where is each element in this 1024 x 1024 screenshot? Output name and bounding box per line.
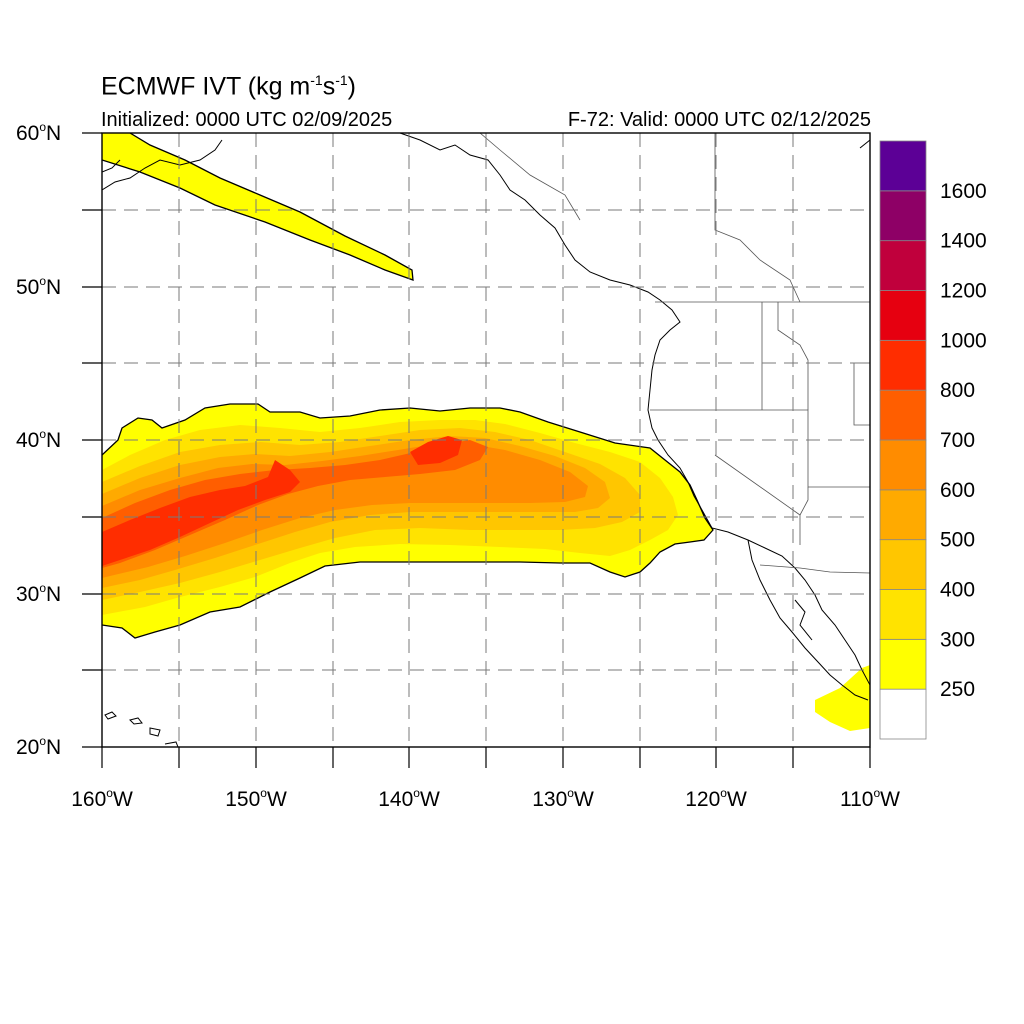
valid-time: F-72: Valid: 0000 UTC 02/12/2025 xyxy=(567,109,871,131)
colorbar-box xyxy=(879,240,927,291)
lat-label-30: 30oN xyxy=(16,581,61,606)
ivt-outline xyxy=(102,133,714,639)
lon-label-130: 130oW xyxy=(532,786,594,811)
colorbar-label: 600 xyxy=(940,479,975,502)
ivt-250-streamer xyxy=(102,133,413,280)
colorbar-box xyxy=(879,638,927,690)
colorbar-label: 1000 xyxy=(940,329,987,352)
lat-label-60: 60oN xyxy=(16,120,61,145)
colorbar-box xyxy=(879,290,927,341)
lat-labels: 60oN 50oN 40oN 30oN 20oN xyxy=(16,120,61,759)
colorbar-box xyxy=(879,539,927,590)
colorbar-label: 1400 xyxy=(940,230,987,253)
lon-label-150: 150oW xyxy=(225,786,287,811)
initialized-time: Initialized: 0000 UTC 02/09/2025 xyxy=(101,109,393,131)
colorbar-box xyxy=(879,389,927,441)
graticule xyxy=(102,133,870,747)
ivt-800-b xyxy=(410,436,462,465)
chart-title: ECMWF IVT (kg m-1s-1) xyxy=(101,72,356,101)
colorbar-box xyxy=(879,489,927,541)
colorbar: 250 300 400 500 600 700 800 1000 1200 1400 1600 xyxy=(879,140,987,740)
lon-label-140: 140oW xyxy=(378,786,440,811)
colorbar-box xyxy=(879,190,927,242)
colorbar-box xyxy=(879,339,927,391)
lon-labels: 160oW 150oW 140oW 130oW 120oW 110oW xyxy=(71,786,900,811)
axis-ticks xyxy=(82,132,871,768)
colorbar-label: 400 xyxy=(940,579,975,602)
lat-label-20: 20oN xyxy=(16,734,61,759)
colorbar-box xyxy=(879,688,927,740)
colorbar-box xyxy=(879,140,927,192)
coastlines xyxy=(102,133,870,747)
ivt-250-se xyxy=(815,665,870,731)
lon-label-110: 110oW xyxy=(840,786,900,811)
colorbar-box xyxy=(879,439,927,491)
lat-label-50: 50oN xyxy=(16,274,61,299)
lon-label-160: 160oW xyxy=(71,786,133,811)
ivt-700 xyxy=(102,440,488,568)
lon-label-120: 120oW xyxy=(685,786,747,811)
colorbar-label: 250 xyxy=(940,678,975,701)
colorbar-label: 1200 xyxy=(940,280,987,303)
colorbar-box xyxy=(879,589,927,640)
colorbar-label: 500 xyxy=(940,529,975,552)
colorbar-label: 700 xyxy=(940,429,975,452)
borders xyxy=(479,133,870,574)
colorbar-label: 300 xyxy=(940,628,975,651)
ivt-field xyxy=(102,133,870,731)
lat-label-40: 40oN xyxy=(16,427,61,452)
colorbar-label: 1600 xyxy=(940,180,987,203)
ivt-800 xyxy=(102,460,300,566)
colorbar-label: 800 xyxy=(940,379,975,402)
